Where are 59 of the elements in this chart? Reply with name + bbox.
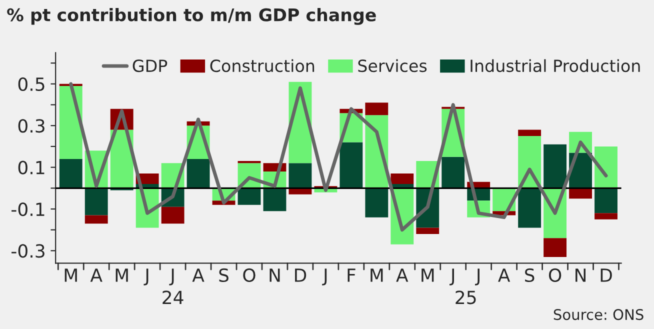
x-tick-label: M (370, 268, 383, 282)
bar (365, 188, 388, 218)
text: 25 (456, 290, 476, 304)
x-tick-label: N (270, 268, 280, 282)
x-tick-label: J (169, 268, 174, 286)
x-tick-label: J (450, 268, 454, 286)
text: 24 (162, 290, 184, 304)
x-tick-label: J (475, 268, 480, 286)
x-tick-label: J (322, 268, 327, 286)
y-tick-label: 0.1 (18, 160, 44, 174)
bar (84, 215, 108, 224)
bar (390, 174, 414, 184)
bar (340, 142, 363, 188)
x-tick-label: A (192, 268, 204, 282)
bar (518, 130, 542, 136)
x-tick-label: O (548, 268, 562, 282)
bar (59, 158, 82, 188)
x-tick-label: A (90, 268, 102, 282)
y-tick-label: 0.3 (18, 119, 44, 133)
x-tick-label: J (144, 268, 148, 286)
bar (544, 238, 567, 257)
bar (365, 102, 388, 116)
chart-title: % pt contribution to m/m GDP change (7, 8, 376, 25)
source-note: Source: ONS (554, 309, 644, 320)
bar (416, 228, 440, 234)
bar (594, 188, 618, 214)
legend-label: Industrial Production (470, 59, 640, 72)
y-tick-label: -0.3 (12, 244, 44, 258)
y-tick-label: 0.5 (18, 77, 44, 92)
x-tick-label: M (116, 268, 128, 282)
bar (186, 158, 210, 188)
bar (518, 188, 542, 228)
x-tick-label: M (64, 268, 77, 282)
bar (161, 206, 184, 224)
bar (84, 188, 108, 216)
x-tick-label: A (498, 268, 510, 282)
bar (544, 144, 567, 188)
bar (59, 86, 82, 159)
x-tick-label: D (295, 268, 306, 282)
bar (263, 188, 286, 212)
legend-label: Services (358, 59, 427, 72)
bar (238, 188, 261, 205)
x-tick-label: S (525, 268, 534, 282)
x-tick-label: O (243, 268, 256, 282)
x-tick-label: S (219, 268, 228, 282)
legend-label: GDP (132, 60, 168, 72)
x-tick-label: F (348, 268, 356, 282)
x-tick-label: A (396, 268, 408, 282)
bar (569, 188, 592, 199)
bar (594, 213, 618, 220)
bar (288, 163, 312, 188)
x-tick-label: M (422, 268, 434, 282)
bar (594, 146, 618, 188)
x-tick-label: N (576, 268, 586, 282)
bar (442, 156, 465, 188)
line-series (69, 82, 608, 232)
y-tick-label: -0.1 (12, 202, 44, 216)
legend-label: Construction (210, 59, 314, 72)
x-tick-label: D (600, 268, 612, 282)
